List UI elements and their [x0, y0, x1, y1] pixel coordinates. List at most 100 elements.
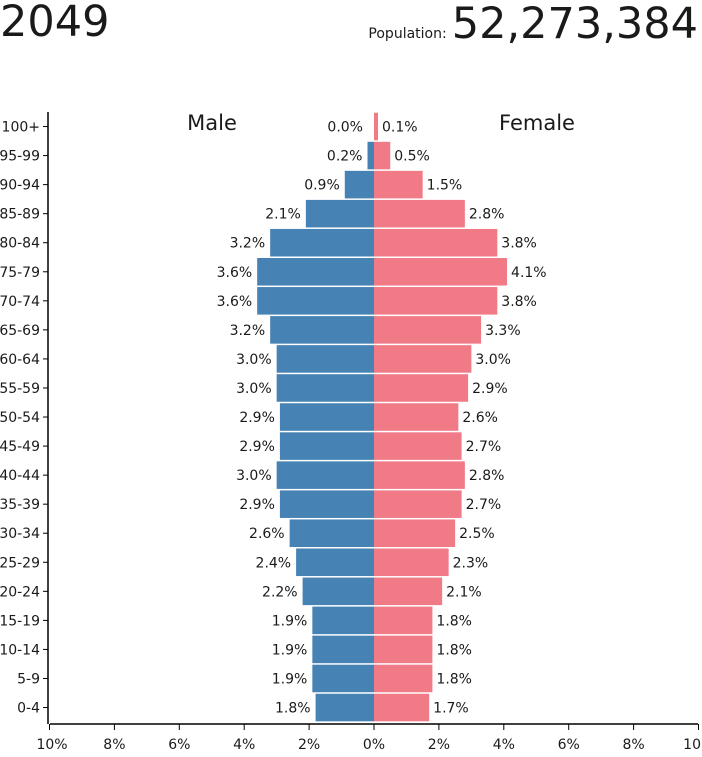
female-value-label-40-44: 2.8% [469, 468, 505, 484]
legend-male: Male [187, 111, 237, 135]
female-value-label-95-99: 0.5% [394, 149, 430, 165]
male-value-label-20-24: 2.2% [262, 584, 298, 600]
male-bar-10-14 [312, 635, 374, 664]
x-tick-label-0: 10% [36, 737, 67, 753]
x-tick-label-5: 0% [363, 737, 385, 753]
female-bar-15-19 [374, 606, 433, 635]
male-value-label-5-9: 1.9% [272, 671, 308, 687]
female-value-label-60-64: 3.0% [475, 352, 511, 368]
female-value-label-15-19: 1.8% [436, 613, 472, 629]
female-value-label-70-74: 3.8% [501, 294, 537, 310]
x-tick-label-10: 10 [683, 737, 701, 753]
male-bar-90-94 [344, 170, 374, 199]
y-tick-label-95-99: 95-99 [0, 149, 40, 165]
y-tick-label-45-49: 45-49 [0, 439, 40, 455]
y-tick-label-0-4: 0-4 [17, 701, 40, 717]
male-bar-25-29 [296, 548, 374, 577]
female-value-label-20-24: 2.1% [446, 584, 482, 600]
x-tick-label-8: 6% [558, 737, 580, 753]
male-bar-0-4 [315, 693, 374, 722]
female-bar-10-14 [374, 635, 433, 664]
y-tick-label-10-14: 10-14 [0, 642, 40, 658]
x-tick-label-9: 8% [622, 737, 644, 753]
population-display: Population: 52,273,384 [368, 0, 698, 60]
x-tick-label-4: 2% [298, 737, 320, 753]
female-bar-55-59 [374, 374, 469, 402]
y-tick-label-50-54: 50-54 [0, 410, 40, 426]
male-value-label-35-39: 2.9% [239, 497, 275, 513]
y-tick-label-30-34: 30-34 [0, 526, 40, 542]
y-tick-label-35-39: 35-39 [0, 497, 40, 513]
male-value-label-90-94: 0.9% [304, 178, 340, 194]
male-bar-35-39 [279, 490, 374, 518]
male-value-label-55-59: 3.0% [236, 381, 272, 397]
female-bar-70-74 [374, 287, 498, 315]
male-bar-65-69 [270, 316, 374, 344]
female-value-label-55-59: 2.9% [472, 381, 508, 397]
female-value-label-80-84: 3.8% [501, 236, 537, 252]
female-bar-40-44 [374, 461, 465, 489]
male-value-label-30-34: 2.6% [249, 526, 285, 542]
male-value-label-45-49: 2.9% [239, 439, 275, 455]
female-bar-100+ [374, 112, 378, 141]
y-tick-label-75-79: 75-79 [0, 265, 40, 281]
male-bar-95-99 [367, 141, 374, 170]
female-bar-50-54 [374, 403, 459, 431]
male-bar-75-79 [257, 258, 374, 286]
female-value-label-85-89: 2.8% [469, 207, 505, 223]
female-value-label-100+: 0.1% [382, 120, 418, 136]
female-value-label-65-69: 3.3% [485, 323, 521, 339]
male-bar-80-84 [270, 228, 374, 257]
male-value-label-15-19: 1.9% [272, 613, 308, 629]
male-value-label-65-69: 3.2% [230, 323, 266, 339]
female-bar-75-79 [374, 258, 508, 286]
x-tick-label-6: 2% [428, 737, 450, 753]
x-tick-label-3: 4% [233, 737, 255, 753]
female-bar-30-34 [374, 519, 456, 547]
x-tick-label-1: 8% [103, 737, 125, 753]
male-bar-15-19 [312, 606, 374, 635]
female-bar-90-94 [374, 170, 423, 199]
male-value-label-70-74: 3.6% [217, 294, 253, 310]
male-bar-40-44 [276, 461, 374, 489]
female-bar-35-39 [374, 490, 462, 518]
female-value-label-25-29: 2.3% [453, 555, 489, 571]
male-value-label-50-54: 2.9% [239, 410, 275, 426]
female-value-label-75-79: 4.1% [511, 265, 547, 281]
male-value-label-85-89: 2.1% [265, 207, 301, 223]
female-bar-80-84 [374, 228, 498, 257]
legend-female: Female [499, 111, 575, 135]
y-tick-label-40-44: 40-44 [0, 468, 40, 484]
y-tick-label-70-74: 70-74 [0, 294, 40, 310]
female-bar-45-49 [374, 432, 462, 460]
male-value-label-40-44: 3.0% [236, 468, 272, 484]
female-value-label-30-34: 2.5% [459, 526, 495, 542]
y-tick-label-25-29: 25-29 [0, 555, 40, 571]
male-bar-50-54 [279, 403, 374, 431]
male-value-label-10-14: 1.9% [272, 642, 308, 658]
population-value: 52,273,384 [451, 0, 698, 49]
y-tick-label-65-69: 65-69 [0, 323, 40, 339]
y-tick-label-80-84: 80-84 [0, 236, 40, 252]
male-value-label-75-79: 3.6% [217, 265, 253, 281]
male-bar-70-74 [257, 287, 374, 315]
male-bar-85-89 [305, 199, 374, 228]
year-title: 2049 [0, 0, 110, 47]
female-value-label-50-54: 2.6% [462, 410, 498, 426]
population-label: Population: [368, 26, 447, 42]
female-value-label-5-9: 1.8% [436, 671, 472, 687]
female-bar-25-29 [374, 548, 449, 577]
female-bar-65-69 [374, 316, 482, 344]
female-bar-95-99 [374, 141, 391, 170]
male-bar-30-34 [289, 519, 374, 547]
y-tick-label-20-24: 20-24 [0, 584, 40, 600]
male-value-label-25-29: 2.4% [256, 555, 292, 571]
female-bar-85-89 [374, 199, 465, 228]
female-value-label-35-39: 2.7% [466, 497, 502, 513]
female-bar-0-4 [374, 693, 430, 722]
male-bar-5-9 [312, 664, 374, 693]
y-tick-label-85-89: 85-89 [0, 207, 40, 223]
male-value-label-95-99: 0.2% [327, 149, 363, 165]
male-bar-60-64 [276, 345, 374, 373]
